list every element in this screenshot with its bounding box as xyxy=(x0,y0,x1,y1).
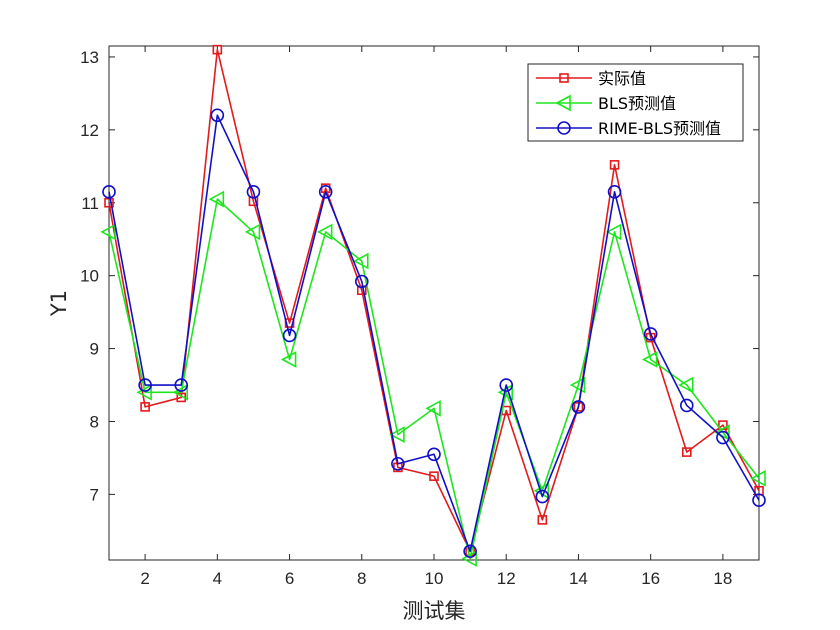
data-point xyxy=(681,447,692,457)
data-point xyxy=(535,489,550,504)
y-tick-label: 10 xyxy=(80,267,99,286)
y-tick-label: 8 xyxy=(90,412,99,431)
data-point xyxy=(212,44,223,55)
series-line xyxy=(108,48,760,553)
data-point xyxy=(244,223,261,241)
series-3 xyxy=(102,108,766,559)
legend-entry-label: BLS预测值 xyxy=(598,94,676,113)
y-tick-label: 13 xyxy=(80,48,99,67)
x-tick-label: 16 xyxy=(641,569,660,588)
data-point xyxy=(427,447,441,462)
data-point xyxy=(641,351,658,368)
data-point xyxy=(316,223,333,241)
data-point xyxy=(569,376,586,394)
series-1 xyxy=(104,44,764,557)
y-axis-label: Y1 xyxy=(47,290,71,317)
x-tick-label: 8 xyxy=(357,569,366,588)
data-point xyxy=(643,327,658,341)
y-tick-label: 11 xyxy=(81,194,99,213)
data-point xyxy=(607,185,622,199)
y-tick-label: 12 xyxy=(80,121,99,140)
x-tick-label: 10 xyxy=(425,569,444,588)
data-point xyxy=(140,402,150,412)
data-point xyxy=(318,185,333,199)
axis-labels: 测试集 Y1 xyxy=(47,290,466,623)
x-tick-label: 14 xyxy=(569,569,588,588)
series-line xyxy=(108,114,760,553)
x-tick-label: 12 xyxy=(497,569,516,588)
legend-entry-label: 实际值 xyxy=(598,69,646,88)
legend-marker xyxy=(559,73,569,83)
data-point xyxy=(210,108,225,123)
ticks: 2 4 6 8 10 12 14 16 18 7 8 9 10 11 12 13 xyxy=(80,46,759,588)
legend-marker xyxy=(557,121,571,135)
data-point xyxy=(750,470,766,487)
data-point xyxy=(174,378,189,392)
data-point xyxy=(605,223,622,241)
data-point xyxy=(389,426,405,443)
data-point xyxy=(463,544,477,559)
data-point xyxy=(172,383,189,401)
data-point xyxy=(138,378,152,392)
data-point xyxy=(714,424,730,441)
data-point xyxy=(354,274,369,289)
x-tick-label: 6 xyxy=(285,569,294,588)
data-point xyxy=(678,376,694,394)
data-point xyxy=(136,383,152,401)
data-point xyxy=(353,252,369,270)
data-point xyxy=(571,400,586,414)
series-line xyxy=(108,198,760,560)
x-tick-label: 2 xyxy=(140,569,149,588)
data-point xyxy=(752,493,766,508)
data-point xyxy=(102,185,116,199)
data-point xyxy=(429,471,439,481)
data-point xyxy=(208,190,225,208)
data-point xyxy=(716,430,730,445)
data-point xyxy=(679,398,694,413)
y-tick-label: 7 xyxy=(90,485,99,504)
data-point xyxy=(461,550,477,567)
series xyxy=(100,44,766,567)
x-axis-label: 测试集 xyxy=(403,599,466,623)
data-point xyxy=(100,223,116,241)
legend-marker xyxy=(555,94,571,112)
data-point xyxy=(537,515,548,525)
data-point xyxy=(246,185,261,199)
y-tick-label: 9 xyxy=(90,340,99,359)
data-point xyxy=(282,328,297,343)
x-tick-label: 18 xyxy=(713,569,732,588)
data-point xyxy=(104,197,114,208)
legend-entry-label: RIME-BLS预测值 xyxy=(598,119,721,138)
data-point xyxy=(284,318,295,328)
series-2 xyxy=(100,190,766,567)
data-point xyxy=(499,378,514,392)
data-point xyxy=(609,160,620,170)
data-point xyxy=(280,351,297,368)
data-point xyxy=(356,285,367,296)
legend: 实际值 BLS预测值 RIME-BLS预测值 xyxy=(527,63,744,142)
x-tick-label: 4 xyxy=(213,569,222,588)
data-point xyxy=(425,400,441,417)
data-point xyxy=(391,456,405,471)
